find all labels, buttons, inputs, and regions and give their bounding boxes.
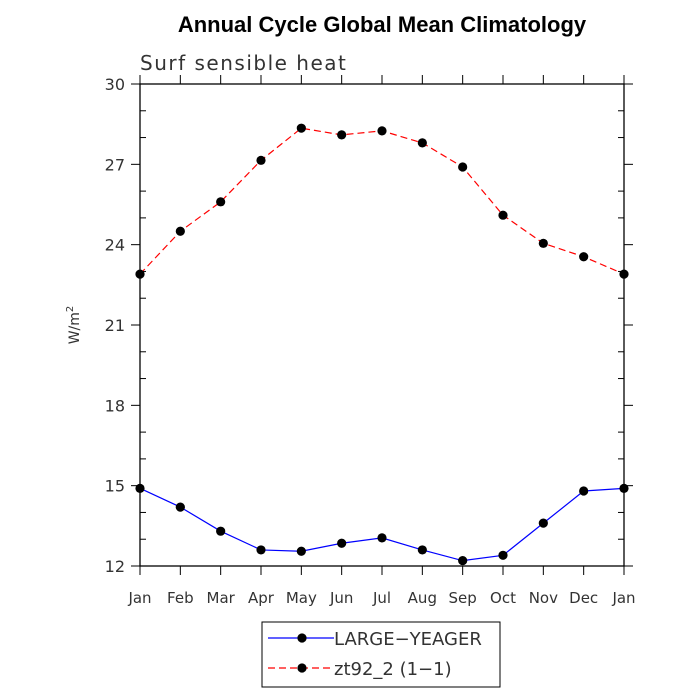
series-line-1 — [139, 487, 625, 562]
x-tick-label: Jun — [329, 589, 353, 607]
y-axis-label: W/m2 — [65, 306, 83, 345]
series-line-2 — [139, 127, 625, 275]
x-tick-label: Jan — [611, 589, 635, 607]
legend-box — [261, 621, 501, 688]
y-tick-label: 21 — [105, 316, 125, 335]
x-tick-label: Jul — [372, 589, 391, 607]
legend-label-1: LARGE−YEAGER — [334, 629, 482, 650]
y-tick-label: 12 — [105, 557, 125, 576]
legend: LARGE−YEAGER zt92_2 (1−1) — [261, 621, 501, 688]
data-point — [619, 483, 629, 493]
y-tick-label: 18 — [105, 396, 125, 415]
data-point — [417, 545, 427, 555]
data-point — [417, 138, 427, 148]
data-point — [498, 210, 508, 220]
data-point — [498, 550, 508, 560]
data-point — [579, 486, 589, 496]
data-point — [579, 252, 589, 262]
legend-marker — [297, 633, 307, 643]
data-point — [377, 126, 387, 136]
data-point — [337, 538, 347, 548]
data-point — [256, 545, 266, 555]
y-tick-label: 24 — [105, 236, 125, 255]
data-point — [296, 546, 306, 556]
data-point — [296, 123, 306, 133]
data-point — [135, 483, 145, 493]
data-point — [216, 197, 226, 207]
plot-area: 12 15 18 21 24 27 30 Jan Feb Mar Apr May Jun Jul Aug Se… — [105, 75, 636, 607]
x-tick-label: Feb — [167, 589, 194, 607]
y-axis-label-exponent: 2 — [65, 306, 76, 312]
plot-frame — [139, 83, 625, 567]
data-point — [538, 518, 548, 528]
data-point — [216, 526, 226, 536]
data-point — [538, 238, 548, 248]
x-tick-label: May — [286, 589, 317, 607]
data-point — [337, 130, 347, 140]
x-tick-label: Aug — [408, 589, 437, 607]
y-axis-label-text: W/m — [67, 312, 83, 344]
data-point — [619, 269, 629, 279]
x-tick-label: Nov — [529, 589, 558, 607]
legend-label-2: zt92_2 (1−1) — [334, 659, 452, 680]
data-point — [175, 502, 185, 512]
data-point — [458, 162, 468, 172]
x-tick-label: Apr — [248, 589, 275, 607]
data-point — [458, 556, 468, 566]
x-tick-label: Mar — [207, 589, 236, 607]
x-tick-label: Dec — [569, 589, 598, 607]
x-tick-label: Sep — [449, 589, 477, 607]
data-point — [135, 269, 145, 279]
y-tick-label: 15 — [105, 477, 125, 496]
x-tick-label: Oct — [490, 589, 516, 607]
data-point — [377, 533, 387, 543]
data-point — [175, 226, 185, 236]
x-tick-label: Jan — [127, 589, 151, 607]
y-tick-label: 30 — [105, 75, 125, 94]
chart-title: Annual Cycle Global Mean Climatology — [178, 12, 587, 37]
y-tick-label: 27 — [105, 155, 125, 174]
data-point — [256, 155, 266, 165]
legend-marker — [297, 663, 307, 673]
chart-subtitle: Surf sensible heat — [140, 51, 347, 75]
